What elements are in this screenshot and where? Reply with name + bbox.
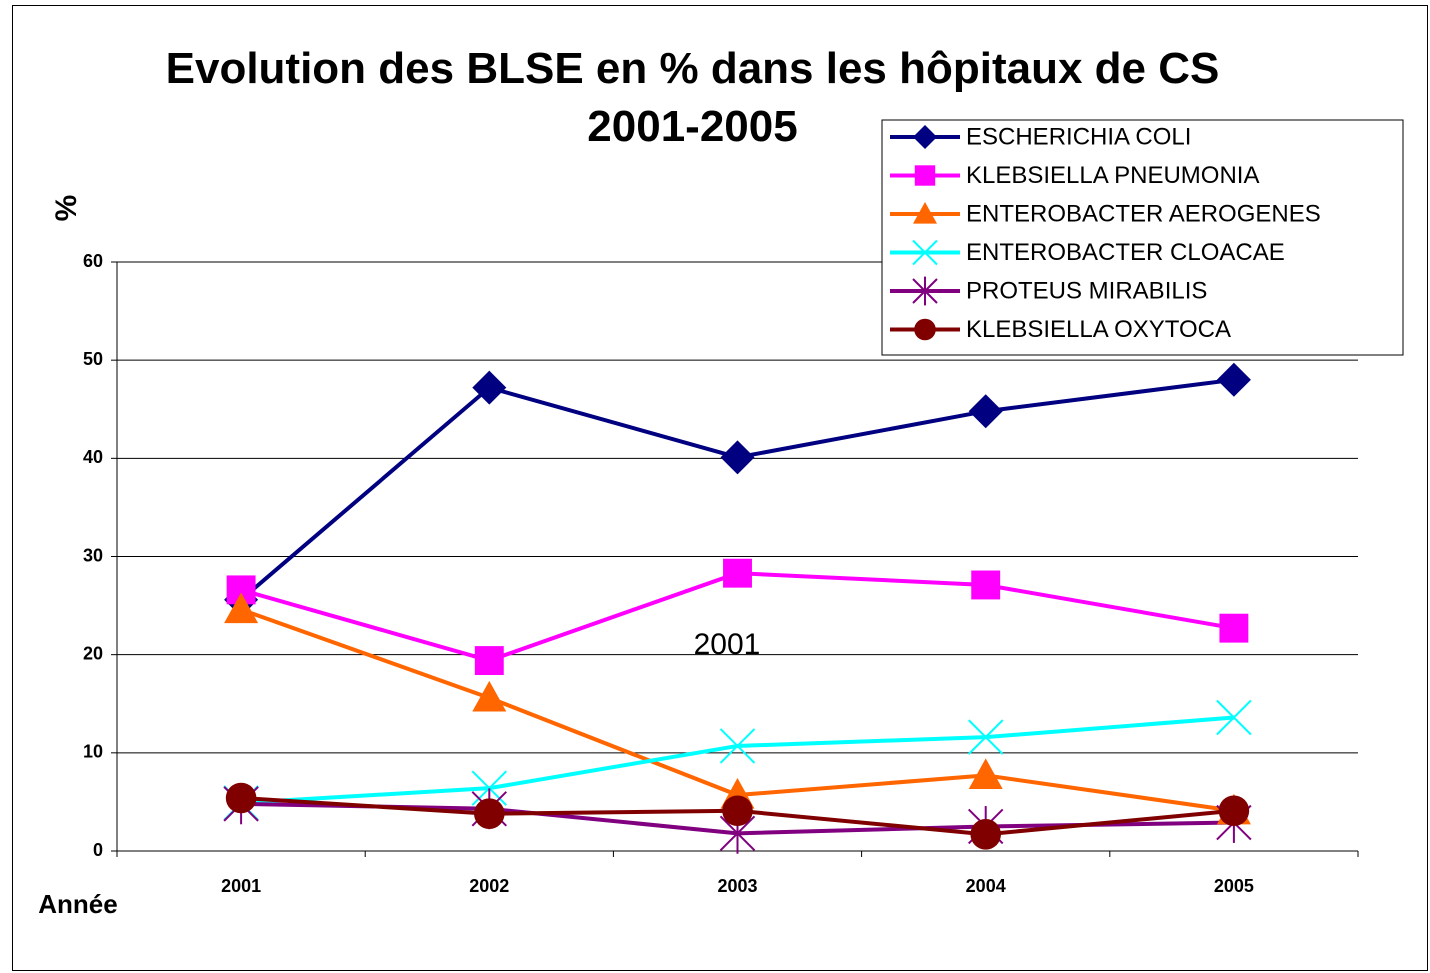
legend-label: ENTEROBACTER CLOACAE xyxy=(966,239,1285,266)
marker xyxy=(472,680,507,712)
marker-part xyxy=(968,758,1003,790)
marker xyxy=(968,394,1003,429)
marker-part xyxy=(967,719,1004,755)
chart-title: Evolution des BLSE en % dans les hôpitau… xyxy=(165,44,1220,151)
y-tick-label: 20 xyxy=(83,643,103,663)
marker xyxy=(914,318,936,341)
marker-part xyxy=(913,125,937,149)
marker xyxy=(719,728,756,764)
marker xyxy=(913,125,937,149)
y-axis-label: % xyxy=(50,195,83,222)
marker xyxy=(970,819,1001,850)
marker xyxy=(472,370,507,405)
marker xyxy=(471,770,508,806)
y-tick-label: 40 xyxy=(83,447,103,467)
y-tick-label: 10 xyxy=(83,742,103,762)
marker-part xyxy=(719,728,756,764)
x-axis-label: Année xyxy=(38,889,117,919)
chart-frame xyxy=(12,5,1428,971)
marker xyxy=(474,646,504,676)
legend-label: KLEBSIELLA PNEUMONIA xyxy=(966,162,1259,189)
marker-part xyxy=(472,370,507,405)
marker-part xyxy=(472,680,507,712)
legend-label: PROTEUS MIRABILIS xyxy=(966,277,1207,304)
marker-part xyxy=(912,239,938,266)
marker xyxy=(914,165,936,186)
marker-part xyxy=(914,165,936,186)
marker-part xyxy=(474,646,504,676)
marker-part xyxy=(224,592,259,624)
y-tick-label: 0 xyxy=(93,840,103,860)
legend-label: KLEBSIELLA OXYTOCA xyxy=(966,316,1231,343)
marker-part xyxy=(971,570,1001,600)
marker-part xyxy=(471,770,508,806)
marker xyxy=(1219,613,1249,643)
marker-part xyxy=(225,782,257,814)
marker-part xyxy=(968,394,1003,429)
x-tick-label: 2003 xyxy=(717,876,757,896)
marker xyxy=(1216,699,1252,736)
marker-part xyxy=(723,558,752,588)
marker xyxy=(913,202,937,224)
marker xyxy=(722,795,753,827)
x-tick-label: 2002 xyxy=(469,876,509,896)
legend-label: ENTEROBACTER AEROGENES xyxy=(966,200,1321,227)
marker-part xyxy=(1218,795,1250,827)
x-tick-label: 2004 xyxy=(966,876,1006,896)
marker xyxy=(225,782,257,814)
marker-part xyxy=(1219,613,1249,643)
marker xyxy=(723,558,752,588)
marker xyxy=(224,592,259,624)
x-tick-label: 2005 xyxy=(1214,876,1254,896)
annotation: 2001 xyxy=(694,628,761,661)
y-tick-label: 30 xyxy=(83,545,103,565)
marker xyxy=(912,239,938,266)
marker xyxy=(912,276,938,306)
legend-label: ESCHERICHIA COLI xyxy=(966,123,1191,150)
marker xyxy=(1216,362,1251,397)
marker-part xyxy=(1216,699,1252,736)
marker-part xyxy=(913,202,937,224)
marker xyxy=(967,719,1004,755)
y-tick-label: 50 xyxy=(83,349,103,369)
marker xyxy=(968,758,1003,790)
marker-part xyxy=(474,798,505,829)
marker-part xyxy=(914,318,936,341)
marker-part xyxy=(970,819,1001,850)
legend-box xyxy=(881,119,1404,356)
marker xyxy=(1218,795,1250,827)
y-tick-label: 60 xyxy=(83,251,103,271)
marker xyxy=(720,440,755,475)
x-tick-label: 2001 xyxy=(221,876,261,896)
marker-part xyxy=(720,440,755,475)
marker-part xyxy=(1216,362,1251,397)
marker-part xyxy=(722,795,753,827)
marker xyxy=(474,798,505,829)
marker xyxy=(971,570,1001,600)
